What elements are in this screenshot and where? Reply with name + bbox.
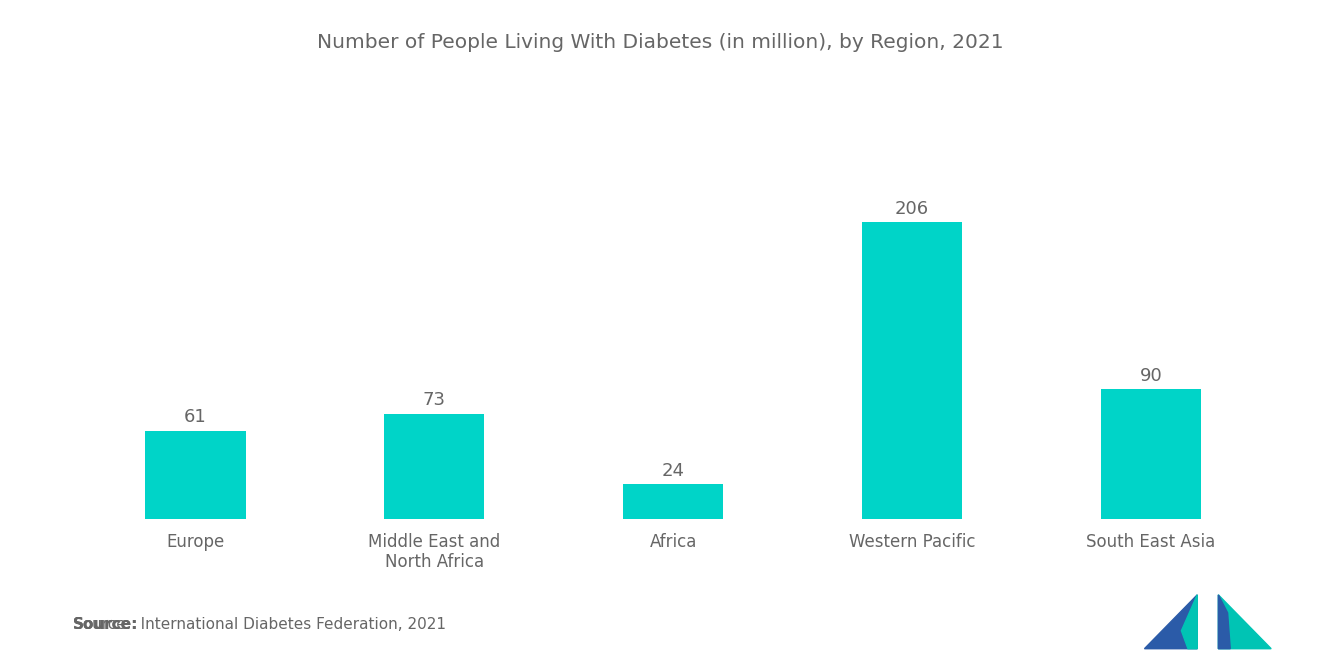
Text: Source:  International Diabetes Federation, 2021: Source: International Diabetes Federatio… — [73, 616, 446, 632]
Text: 24: 24 — [661, 462, 685, 480]
Bar — [145, 431, 246, 519]
Text: 61: 61 — [183, 408, 207, 426]
Text: 206: 206 — [895, 200, 929, 217]
Bar — [862, 222, 962, 519]
Bar — [384, 414, 484, 519]
Polygon shape — [1218, 595, 1230, 649]
Text: Number of People Living With Diabetes (in million), by Region, 2021: Number of People Living With Diabetes (i… — [317, 33, 1003, 53]
Text: Source:: Source: — [73, 616, 139, 632]
Text: 90: 90 — [1139, 366, 1163, 384]
Bar — [623, 484, 723, 519]
Text: 73: 73 — [422, 391, 446, 409]
Polygon shape — [1218, 595, 1271, 649]
Bar — [1101, 389, 1201, 519]
Text: Source:: Source: — [73, 616, 139, 632]
Polygon shape — [1144, 595, 1197, 649]
Polygon shape — [1181, 595, 1197, 649]
